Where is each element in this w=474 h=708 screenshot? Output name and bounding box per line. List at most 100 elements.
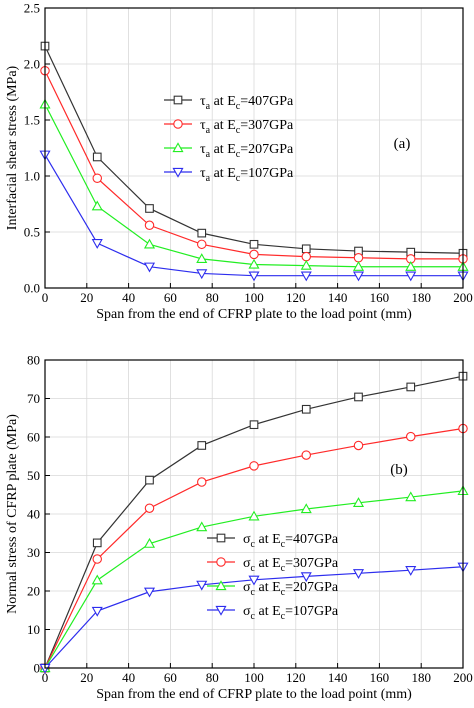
legend-label: τa at Ec=407GPa xyxy=(200,94,294,112)
series-307gpa xyxy=(40,65,468,264)
x-tick-label: 120 xyxy=(286,290,306,305)
data-point xyxy=(354,392,363,402)
data-point xyxy=(143,262,156,273)
x-tick-label: 100 xyxy=(244,290,264,305)
x-tick-label: 160 xyxy=(370,290,390,305)
legend: σc at Ec=407GPa σc at Ec=307GPa σc at Ec=2… xyxy=(207,532,339,622)
y-tick-label: 80 xyxy=(27,353,40,368)
legend-item: τa at Ec=407GPa xyxy=(164,94,294,112)
x-tick-label: 40 xyxy=(122,670,135,685)
x-tick-label: 200 xyxy=(453,670,473,685)
legend-item: τa at Ec=107GPa xyxy=(164,166,294,184)
x-tick-label: 180 xyxy=(411,670,431,685)
x-tick-labels: 0 20 40 60 80 100 120 140 160 180 200 xyxy=(42,290,473,305)
x-tick-label: 20 xyxy=(80,290,93,305)
x-tick-label: 100 xyxy=(244,670,264,685)
data-point xyxy=(353,440,364,451)
data-point xyxy=(92,152,102,162)
data-point xyxy=(248,258,260,269)
data-point xyxy=(300,259,312,270)
data-point xyxy=(91,239,103,249)
legend-marker xyxy=(216,557,226,567)
series-307gpa xyxy=(40,423,468,673)
panel-label: (b) xyxy=(390,462,408,478)
data-point xyxy=(248,510,260,521)
data-point xyxy=(144,220,155,231)
x-tick-label: 60 xyxy=(164,290,177,305)
data-point xyxy=(406,382,416,392)
x-tick-label: 120 xyxy=(286,670,306,685)
data-point xyxy=(143,587,156,598)
y-tick-labels: 0.0 0.5 1.0 1.5 2.0 2.5 xyxy=(24,1,40,296)
x-tick-label: 20 xyxy=(80,670,93,685)
legend-label: σc at Ec=307GPa xyxy=(243,556,339,574)
data-point xyxy=(92,554,103,564)
data-point xyxy=(352,569,365,580)
data-point xyxy=(143,537,156,548)
legend-label: σc at Ec=407GPa xyxy=(243,532,339,550)
data-point xyxy=(301,244,311,254)
x-tick-label: 140 xyxy=(328,290,348,305)
x-tick-label: 80 xyxy=(206,290,219,305)
legend-label: τa at Ec=107GPa xyxy=(200,166,294,184)
plot-frame xyxy=(44,7,464,289)
legend-label: σc at Ec=107GPa xyxy=(243,604,339,622)
y-tick-label: 0 xyxy=(34,661,41,676)
legend-marker xyxy=(172,142,184,153)
y-tick-labels: 0 10 20 30 40 50 60 70 80 xyxy=(27,353,40,676)
data-point xyxy=(197,441,207,450)
legend-item: σc at Ec=407GPa xyxy=(207,532,339,550)
x-tick-label: 160 xyxy=(370,670,390,685)
x-tick-label: 200 xyxy=(453,290,473,305)
x-tick-label: 40 xyxy=(122,290,135,305)
legend-marker xyxy=(173,119,183,129)
legend-item: σc at Ec=107GPa xyxy=(207,604,339,622)
data-point xyxy=(249,249,259,260)
data-point xyxy=(196,580,208,591)
legend-marker xyxy=(216,533,226,543)
data-point xyxy=(91,200,103,211)
y-tick-label: 20 xyxy=(27,584,40,599)
y-tick-label: 30 xyxy=(27,545,40,560)
data-point xyxy=(405,566,417,576)
data-point xyxy=(248,271,260,282)
legend: τa at Ec=407GPa τa at Ec=307GPa τa at Ec=2… xyxy=(164,94,294,184)
legend-item: τa at Ec=207GPa xyxy=(164,142,294,160)
legend-label: σc at Ec=207GPa xyxy=(243,580,339,598)
data-point xyxy=(197,477,207,487)
x-tick-label: 0 xyxy=(42,670,49,685)
data-point xyxy=(91,574,103,585)
y-axis-label: Normal stress of CFRP plate (MPa) xyxy=(5,414,20,614)
x-axis-label: Span from the end of CFRP plate to the l… xyxy=(96,687,412,702)
data-point xyxy=(405,431,416,442)
x-tick-label: 0 xyxy=(42,290,49,305)
data-point xyxy=(352,497,365,507)
x-tick-label: 80 xyxy=(206,670,219,685)
data-point xyxy=(249,420,259,430)
data-point xyxy=(300,503,312,514)
data-point xyxy=(248,575,260,586)
data-point xyxy=(405,260,417,271)
y-tick-label: 0.5 xyxy=(24,225,40,240)
data-point xyxy=(92,173,103,183)
legend-item: τa at Ec=307GPa xyxy=(164,118,294,136)
y-axis-label: Interfacial shear stress (MPa) xyxy=(5,65,20,230)
legend-marker xyxy=(172,167,184,178)
data-point xyxy=(301,450,311,460)
y-tick-label: 2.5 xyxy=(24,1,40,16)
x-axis-label: Span from the end of CFRP plate to the l… xyxy=(96,307,412,322)
data-point xyxy=(300,271,312,282)
series-207gpa xyxy=(39,98,469,271)
legend-item: σc at Ec=307GPa xyxy=(207,556,339,574)
data-point xyxy=(91,606,103,617)
data-point xyxy=(352,260,365,271)
data-point xyxy=(249,239,259,249)
data-point xyxy=(301,251,311,262)
data-point xyxy=(145,475,154,485)
chart-panel-a: 0 20 40 60 80 100 120 140 160 180 200 0.0 0.5 1.0 1.5… xyxy=(5,1,473,323)
y-tick-label: 0.0 xyxy=(24,281,40,296)
x-tick-label: 60 xyxy=(164,670,177,685)
data-point xyxy=(301,404,311,414)
data-point xyxy=(144,503,155,513)
